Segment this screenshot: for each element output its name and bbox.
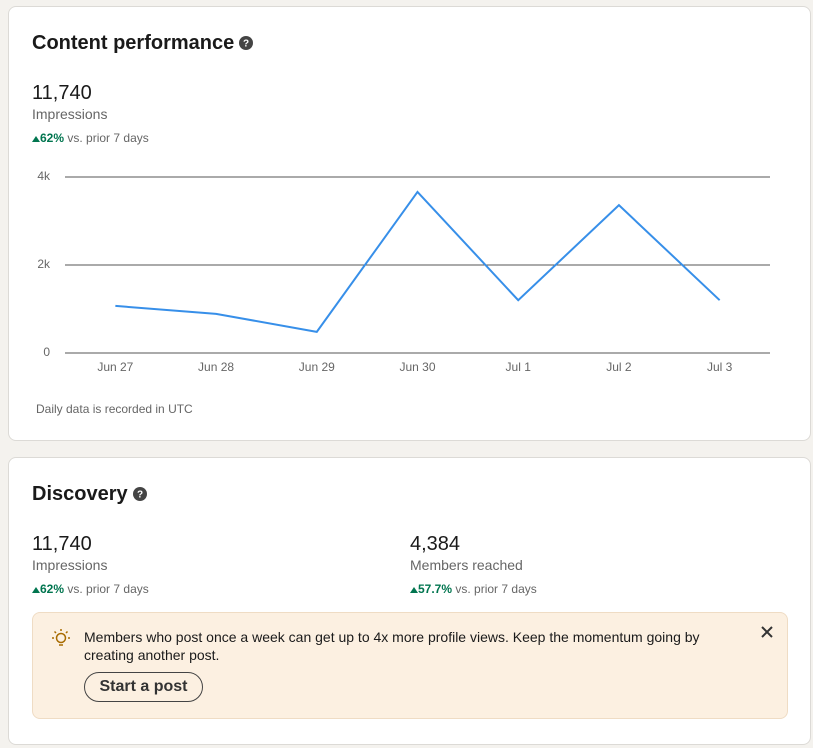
tip-text: Members who post once a week can get up … xyxy=(84,629,700,663)
y-tick-label: 4k xyxy=(37,169,51,183)
help-icon[interactable]: ? xyxy=(238,35,254,51)
x-tick-label: Jul 2 xyxy=(606,360,632,374)
section-title: Content performance xyxy=(32,32,235,54)
comparison: vs. prior 7 days xyxy=(67,131,149,145)
metric-label: Impressions xyxy=(32,557,108,573)
change: 62% vs. prior 7 days xyxy=(32,131,149,145)
up-arrow xyxy=(32,587,40,593)
change: 57.7% vs. prior 7 days xyxy=(410,582,537,596)
help-icon[interactable]: ? xyxy=(132,486,148,502)
x-tick-label: Jun 28 xyxy=(198,360,234,374)
metric-value: 11,740 xyxy=(32,82,92,104)
comparison: vs. prior 7 days xyxy=(455,582,537,596)
y-tick-label: 2k xyxy=(37,257,51,271)
svg-text:?: ? xyxy=(137,490,143,501)
start-post-button[interactable]: Start a post xyxy=(84,672,203,702)
content-card xyxy=(8,6,811,441)
change-value: 57.7% xyxy=(418,582,453,596)
section-title: Discovery xyxy=(32,483,128,505)
metric-value: 4,384 xyxy=(410,533,461,555)
metric-value: 11,740 xyxy=(32,533,92,555)
x-tick-label: Jun 29 xyxy=(299,360,335,374)
svg-text:?: ? xyxy=(243,39,249,50)
bulb-icon xyxy=(52,629,70,646)
x-tick-label: Jul 1 xyxy=(506,360,532,374)
change-value: 62% xyxy=(40,582,65,596)
up-arrow xyxy=(410,587,418,593)
y-tick-label: 0 xyxy=(43,345,50,359)
footnote: Daily data is recorded in UTC xyxy=(36,402,193,416)
close-button[interactable] xyxy=(760,625,774,639)
x-tick-label: Jun 30 xyxy=(399,360,435,374)
comparison: vs. prior 7 days xyxy=(67,582,149,596)
up-arrow xyxy=(32,136,40,142)
line xyxy=(115,190,721,333)
metric-label: Impressions xyxy=(32,106,108,122)
x-tick-label: Jul 3 xyxy=(707,360,733,374)
change-value: 62% xyxy=(40,131,65,145)
change: 62% vs. prior 7 days xyxy=(32,582,149,596)
x-tick-label: Jun 27 xyxy=(97,360,133,374)
line-chart: 0 2k 4k Jun 27 Jun 28 Jun 29 Jun 30 Jul 1 Jul 2 J… xyxy=(37,169,770,374)
metric-label: Members reached xyxy=(410,557,523,573)
